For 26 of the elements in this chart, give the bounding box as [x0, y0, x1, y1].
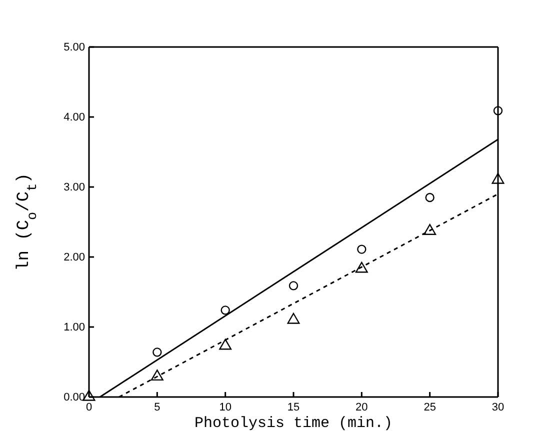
- point: [287, 312, 300, 324]
- x-tick-label: 25: [424, 402, 436, 414]
- point: [357, 244, 366, 254]
- x-tick-label: 15: [287, 402, 300, 414]
- y-tick-label: 0.00: [64, 392, 85, 404]
- point: [425, 192, 434, 202]
- point: [220, 306, 230, 315]
- point: [424, 224, 436, 235]
- point: [355, 262, 368, 273]
- point: [492, 172, 504, 184]
- x-tick-label: 10: [219, 402, 232, 414]
- y-tick-label: 1.00: [64, 322, 85, 334]
- x-tick-label: 5: [154, 402, 160, 414]
- x-tick-label: 20: [356, 402, 368, 414]
- y-tick-label: 2.00: [64, 252, 85, 264]
- x-axis-title: Photolysis time (min.): [194, 415, 393, 431]
- point: [150, 370, 164, 381]
- point: [219, 338, 232, 350]
- point: [288, 281, 298, 290]
- point: [152, 348, 162, 357]
- y-tick-label: 4.00: [64, 112, 85, 124]
- x-tick-label: 0: [86, 402, 92, 414]
- y-tick-label: 3.00: [64, 182, 85, 194]
- x-tick-label: 30: [492, 402, 504, 414]
- y-tick-label: 5.00: [64, 42, 85, 54]
- point: [493, 106, 503, 116]
